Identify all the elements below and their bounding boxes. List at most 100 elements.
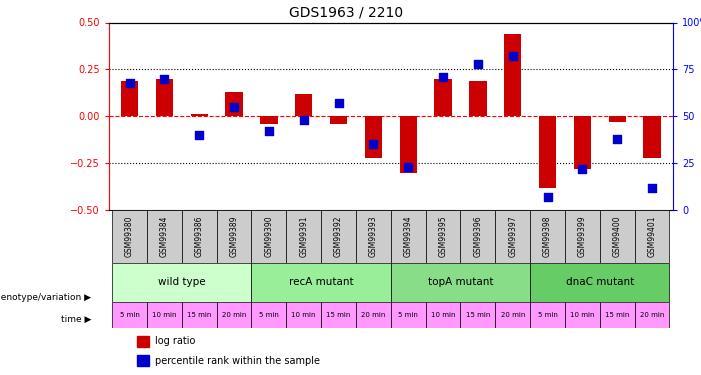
- Title: GDS1963 / 2210: GDS1963 / 2210: [289, 6, 403, 20]
- Bar: [600, 210, 634, 262]
- Text: genotype/variation ▶: genotype/variation ▶: [0, 292, 91, 302]
- Text: GSM99393: GSM99393: [369, 215, 378, 257]
- Bar: [137, 355, 149, 366]
- Text: GSM99394: GSM99394: [404, 215, 413, 257]
- Bar: [252, 302, 286, 328]
- Bar: [530, 210, 565, 262]
- Text: 15 min: 15 min: [605, 312, 629, 318]
- Text: GSM99389: GSM99389: [229, 216, 238, 257]
- Bar: [112, 302, 147, 328]
- Point: [229, 104, 240, 110]
- Text: 10 min: 10 min: [292, 312, 316, 318]
- Point: [646, 184, 658, 190]
- Text: 10 min: 10 min: [570, 312, 594, 318]
- Bar: [286, 210, 321, 262]
- Bar: [147, 302, 182, 328]
- Text: 10 min: 10 min: [431, 312, 456, 318]
- Bar: [504, 34, 522, 116]
- Text: 20 min: 20 min: [501, 312, 525, 318]
- Bar: [112, 210, 147, 262]
- Text: time ▶: time ▶: [61, 315, 91, 324]
- Text: 5 min: 5 min: [259, 312, 279, 318]
- Text: GSM99380: GSM99380: [125, 216, 134, 257]
- Bar: [426, 302, 461, 328]
- Point: [124, 80, 135, 86]
- Bar: [634, 210, 669, 262]
- Bar: [182, 302, 217, 328]
- Text: GSM99386: GSM99386: [195, 216, 204, 257]
- Point: [333, 100, 344, 106]
- Point: [159, 76, 170, 82]
- Bar: [435, 79, 451, 116]
- Bar: [539, 116, 557, 188]
- Bar: [634, 302, 669, 328]
- Text: GSM99384: GSM99384: [160, 216, 169, 257]
- Bar: [469, 81, 486, 116]
- Bar: [356, 302, 391, 328]
- Bar: [252, 210, 286, 262]
- Text: 20 min: 20 min: [361, 312, 386, 318]
- Text: GSM99392: GSM99392: [334, 216, 343, 257]
- Text: GSM99398: GSM99398: [543, 216, 552, 257]
- Bar: [391, 302, 426, 328]
- Text: 5 min: 5 min: [398, 312, 418, 318]
- Text: percentile rank within the sample: percentile rank within the sample: [155, 356, 320, 366]
- Text: GSM99399: GSM99399: [578, 215, 587, 257]
- Text: 20 min: 20 min: [222, 312, 246, 318]
- Text: 15 min: 15 min: [327, 312, 350, 318]
- Point: [611, 136, 622, 142]
- Point: [542, 194, 553, 200]
- Bar: [608, 116, 626, 122]
- Bar: [600, 302, 634, 328]
- Bar: [252, 262, 391, 302]
- Point: [402, 164, 414, 170]
- Point: [577, 166, 588, 172]
- Text: wild type: wild type: [158, 277, 205, 287]
- Bar: [156, 79, 173, 116]
- Point: [472, 61, 484, 67]
- Bar: [391, 210, 426, 262]
- Text: 5 min: 5 min: [120, 312, 139, 318]
- Text: recA mutant: recA mutant: [289, 277, 353, 287]
- Text: log ratio: log ratio: [155, 336, 196, 346]
- Text: GSM99396: GSM99396: [473, 215, 482, 257]
- Text: GSM99401: GSM99401: [648, 216, 657, 257]
- Bar: [461, 210, 496, 262]
- Point: [368, 141, 379, 147]
- Bar: [530, 302, 565, 328]
- Text: GSM99390: GSM99390: [264, 215, 273, 257]
- Bar: [461, 302, 496, 328]
- Text: 5 min: 5 min: [538, 312, 557, 318]
- Bar: [147, 210, 182, 262]
- Bar: [426, 210, 461, 262]
- Bar: [137, 336, 149, 347]
- Bar: [330, 116, 347, 124]
- Text: 15 min: 15 min: [187, 312, 212, 318]
- Bar: [121, 81, 138, 116]
- Point: [264, 128, 275, 134]
- Bar: [496, 302, 530, 328]
- Text: topA mutant: topA mutant: [428, 277, 494, 287]
- Bar: [225, 92, 243, 116]
- Bar: [530, 262, 669, 302]
- Bar: [191, 114, 208, 116]
- Bar: [356, 210, 391, 262]
- Bar: [295, 94, 313, 116]
- Bar: [496, 210, 530, 262]
- Bar: [217, 210, 252, 262]
- Text: 20 min: 20 min: [640, 312, 665, 318]
- Point: [298, 117, 309, 123]
- Point: [193, 132, 205, 138]
- Point: [437, 74, 449, 80]
- Bar: [573, 116, 591, 169]
- Bar: [365, 116, 382, 158]
- Point: [507, 53, 518, 59]
- Bar: [182, 210, 217, 262]
- Text: dnaC mutant: dnaC mutant: [566, 277, 634, 287]
- Text: GSM99391: GSM99391: [299, 216, 308, 257]
- Bar: [400, 116, 417, 172]
- Bar: [260, 116, 278, 124]
- Bar: [321, 210, 356, 262]
- Text: GSM99397: GSM99397: [508, 215, 517, 257]
- Bar: [286, 302, 321, 328]
